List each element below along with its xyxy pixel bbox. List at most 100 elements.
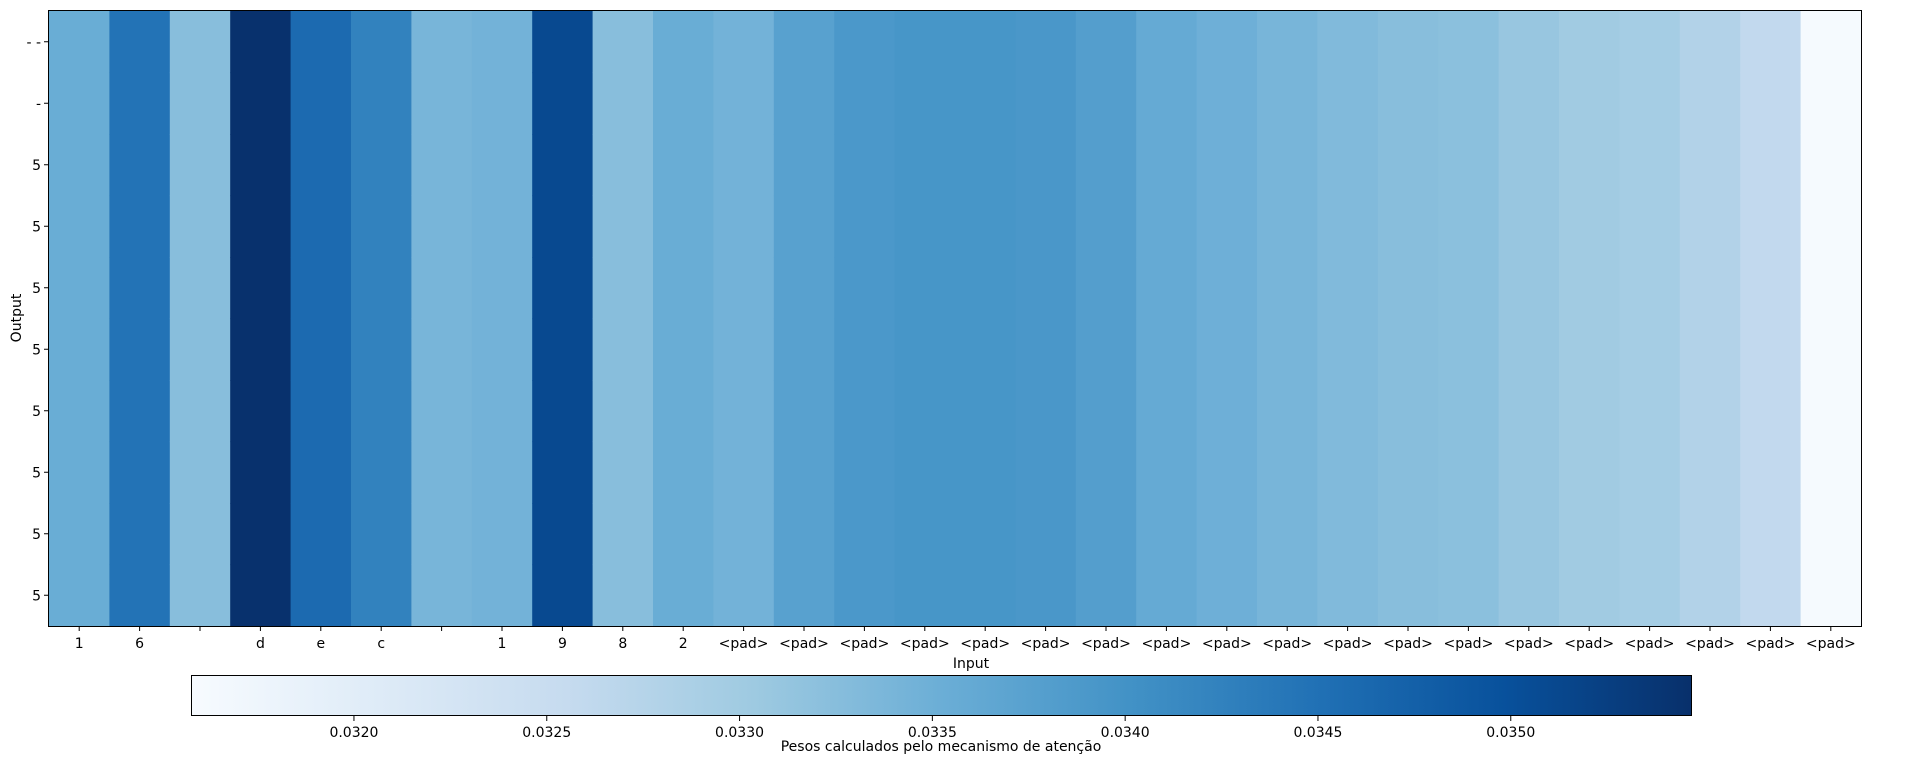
heatmap-cell [109,134,171,197]
heatmap-cell [1377,503,1439,566]
y-tick-label: 5 [32,527,41,543]
heatmap-cell [49,564,110,627]
heatmap-cell [592,134,654,197]
heatmap-cell [1619,318,1681,381]
heatmap-cell [411,134,473,197]
heatmap-cell [1438,257,1500,320]
heatmap-cell [1015,441,1077,504]
heatmap-cell [653,380,714,443]
heatmap-cell [1679,380,1741,443]
heatmap-cell [109,503,171,566]
heatmap-cell [1257,380,1318,443]
heatmap-cell [532,564,594,627]
heatmap-cell [1196,318,1258,381]
heatmap-cell [1619,195,1681,258]
heatmap-cell [1075,11,1137,74]
heatmap-cell [1800,134,1862,197]
heatmap-cell [1257,564,1318,627]
heatmap-cell [1377,564,1439,627]
y-tick-label: 5 [32,219,41,235]
heatmap-cell [290,380,352,443]
heatmap-cell [532,380,594,443]
heatmap-cell [894,318,956,381]
x-tick-label: <pad> [1081,636,1131,652]
heatmap-cell [109,564,171,627]
heatmap-cell [471,380,533,443]
heatmap-cell [169,503,231,566]
x-tick-label: <pad> [1745,636,1795,652]
heatmap-cell [1196,11,1258,74]
heatmap-cell [1136,72,1198,135]
heatmap-cell [1317,72,1379,135]
y-tick-label: 5 [32,588,41,604]
heatmap-cell [713,72,775,135]
heatmap-cell [1740,11,1802,74]
heatmap-cell [109,257,171,320]
colorbar-label: Pesos calculados pelo mecanismo de atenç… [781,739,1102,755]
heatmap-cell [834,318,896,381]
heatmap-cell [1740,72,1802,135]
heatmap-cell [230,318,292,381]
x-tick-label: <pad> [1625,636,1675,652]
heatmap-cell [109,380,171,443]
heatmap-cell [653,134,714,197]
heatmap-cell [955,195,1016,258]
x-tick-label: <pad> [1141,636,1191,652]
heatmap-cell [532,72,594,135]
x-tick-label: <pad> [1202,636,1252,652]
heatmap-cell [773,380,835,443]
x-tick-label: 2 [679,636,688,652]
x-tick-label: <pad> [960,636,1010,652]
heatmap-cell [894,195,956,258]
heatmap-cell [471,441,533,504]
heatmap-cell [1800,441,1862,504]
heatmap-cell [653,564,714,627]
x-tick-label: 8 [618,636,627,652]
x-tick-label: 1 [75,636,84,652]
heatmap-cell [1498,11,1560,74]
heatmap-cell [773,318,835,381]
heatmap-cell [1257,503,1318,566]
heatmap-cell [1257,257,1318,320]
heatmap-cell [411,195,473,258]
heatmap-cell [1377,11,1439,74]
heatmap-cell [1740,441,1802,504]
heatmap-cell [713,441,775,504]
heatmap-cell [471,503,533,566]
heatmap-cell [1317,11,1379,74]
heatmap-cell [1377,257,1439,320]
heatmap-cell [49,195,110,258]
heatmap-cell [49,72,110,135]
heatmap-cell [834,134,896,197]
heatmap-cell [773,195,835,258]
heatmap-cell [713,11,775,74]
heatmap-cell [471,564,533,627]
heatmap-cell [49,11,110,74]
heatmap-cell [773,564,835,627]
heatmap-cell [351,564,412,627]
heatmap-cell [1015,72,1077,135]
heatmap-cell [713,380,775,443]
y-tick-label: - - [26,35,41,51]
heatmap-cell [1075,195,1137,258]
heatmap-cell [834,441,896,504]
heatmap-cell [653,318,714,381]
heatmap-cell [955,134,1016,197]
heatmap-cell [1740,195,1802,258]
heatmap-cell [773,72,835,135]
colorbar-tick-label: 0.0350 [1486,725,1535,741]
heatmap-cell [1438,11,1500,74]
heatmap-cell [1559,257,1620,320]
heatmap-cell [1740,134,1802,197]
heatmap-cell [713,503,775,566]
heatmap-cell [1679,441,1741,504]
x-tick-label: <pad> [1262,636,1312,652]
heatmap-cell [169,72,231,135]
colorbar [191,675,1692,716]
heatmap-cell [532,503,594,566]
heatmap-cell [834,195,896,258]
heatmap-cell [1498,134,1560,197]
heatmap-cell [1559,441,1620,504]
heatmap-cell [1317,503,1379,566]
heatmap-cell [1498,195,1560,258]
